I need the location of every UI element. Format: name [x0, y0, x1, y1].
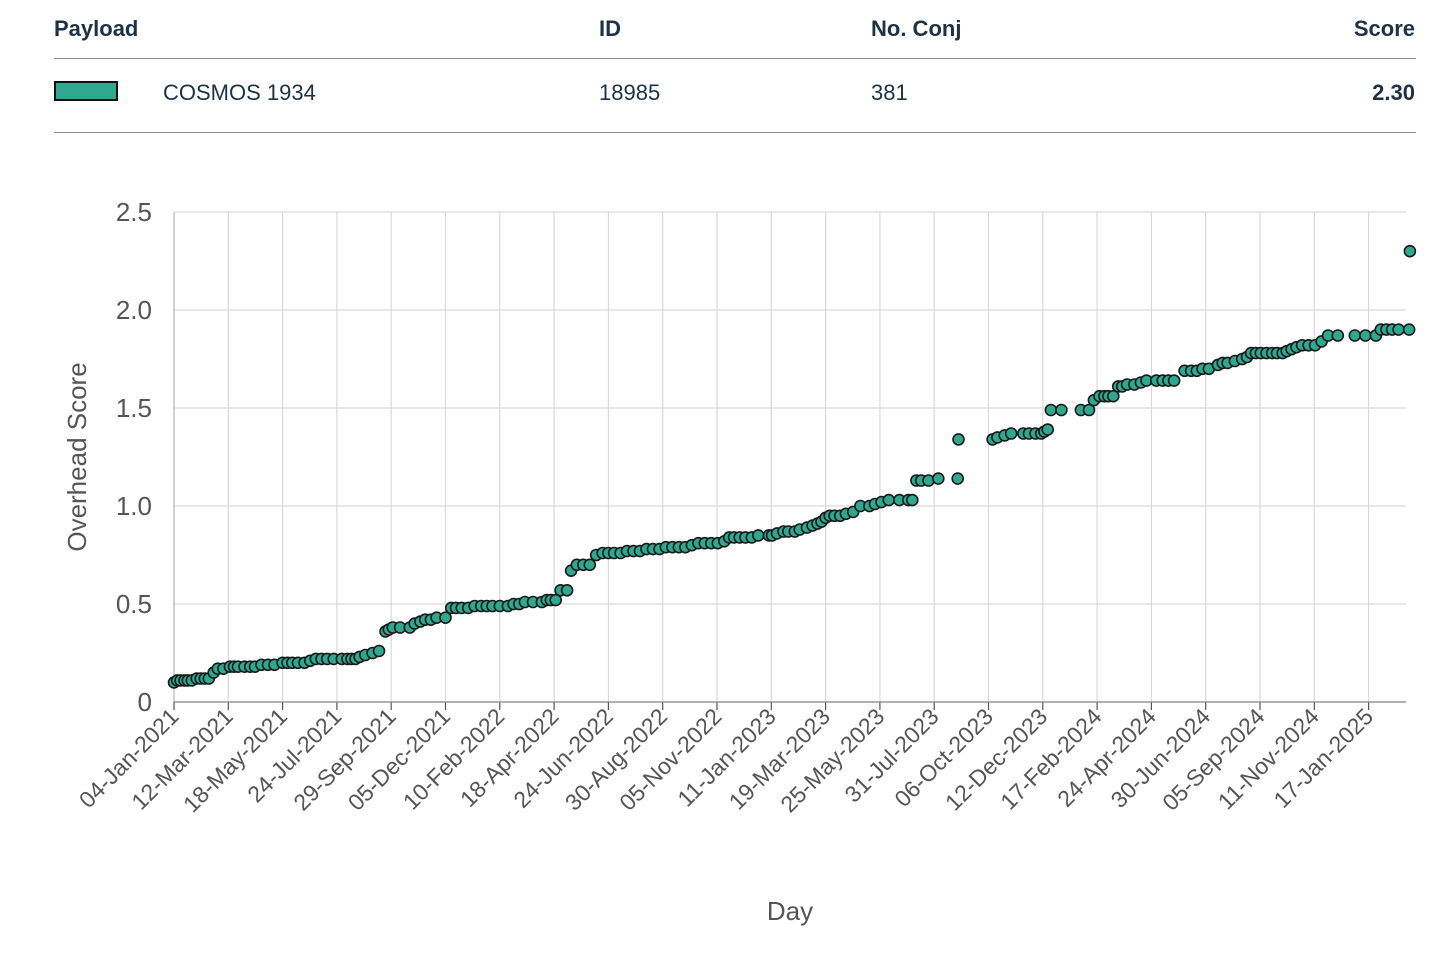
data-point [583, 558, 597, 572]
data-point [1359, 329, 1372, 342]
header-divider [54, 58, 1416, 59]
data-point [1348, 329, 1362, 342]
data-point [1107, 389, 1120, 403]
payload-score: 2.30 [1372, 80, 1415, 105]
data-point [1402, 323, 1416, 336]
header-score: Score [1353, 16, 1415, 41]
data-point [1331, 329, 1345, 342]
x-axis-title: Day [767, 896, 813, 926]
data-points [167, 244, 1417, 689]
data-point [931, 472, 945, 485]
chart-grid [173, 211, 1406, 710]
data-point [1041, 423, 1054, 436]
y-tick-label: 1.0 [116, 491, 152, 521]
table-bottom-divider [54, 132, 1416, 133]
header-payload: Payload [54, 16, 139, 41]
payload-color-swatch [54, 81, 118, 101]
data-point [372, 644, 386, 658]
y-tick-label: 1.5 [116, 393, 152, 423]
payload-id: 18985 [599, 80, 661, 105]
data-point [952, 433, 965, 446]
data-point [439, 611, 452, 625]
data-point [905, 493, 919, 507]
y-tick-label: 0.5 [116, 589, 152, 619]
data-point [1392, 323, 1405, 336]
data-point [951, 472, 965, 485]
data-point [560, 583, 574, 597]
data-point [1004, 427, 1018, 440]
y-axis-ticks: 0 0.5 1.0 1.5 2.0 2.5 [116, 197, 152, 717]
data-point [882, 493, 896, 507]
y-axis-title: Overhead Score [62, 362, 92, 551]
data-point [751, 529, 765, 542]
y-tick-label: 2.5 [116, 197, 152, 227]
overhead-score-scatter-chart: 0 0.5 1.0 1.5 2.0 2.5 04-Jan-202112-Mar-20211… [62, 197, 1417, 926]
data-point [1044, 403, 1058, 417]
header-id: ID [599, 16, 621, 41]
data-point [1082, 403, 1096, 417]
y-tick-label: 2.0 [116, 295, 152, 325]
payload-no-conj: 381 [871, 80, 908, 105]
data-point [549, 593, 563, 607]
data-point [1167, 374, 1181, 387]
data-point [1055, 403, 1068, 417]
data-point [1403, 244, 1417, 258]
payload-name: COSMOS 1934 [163, 80, 316, 105]
x-axis-ticks: 04-Jan-202112-Mar-202118-May-202124-Jul-… [74, 703, 1378, 817]
y-tick-label: 0 [138, 687, 152, 717]
header-no-conj: No. Conj [871, 16, 962, 41]
